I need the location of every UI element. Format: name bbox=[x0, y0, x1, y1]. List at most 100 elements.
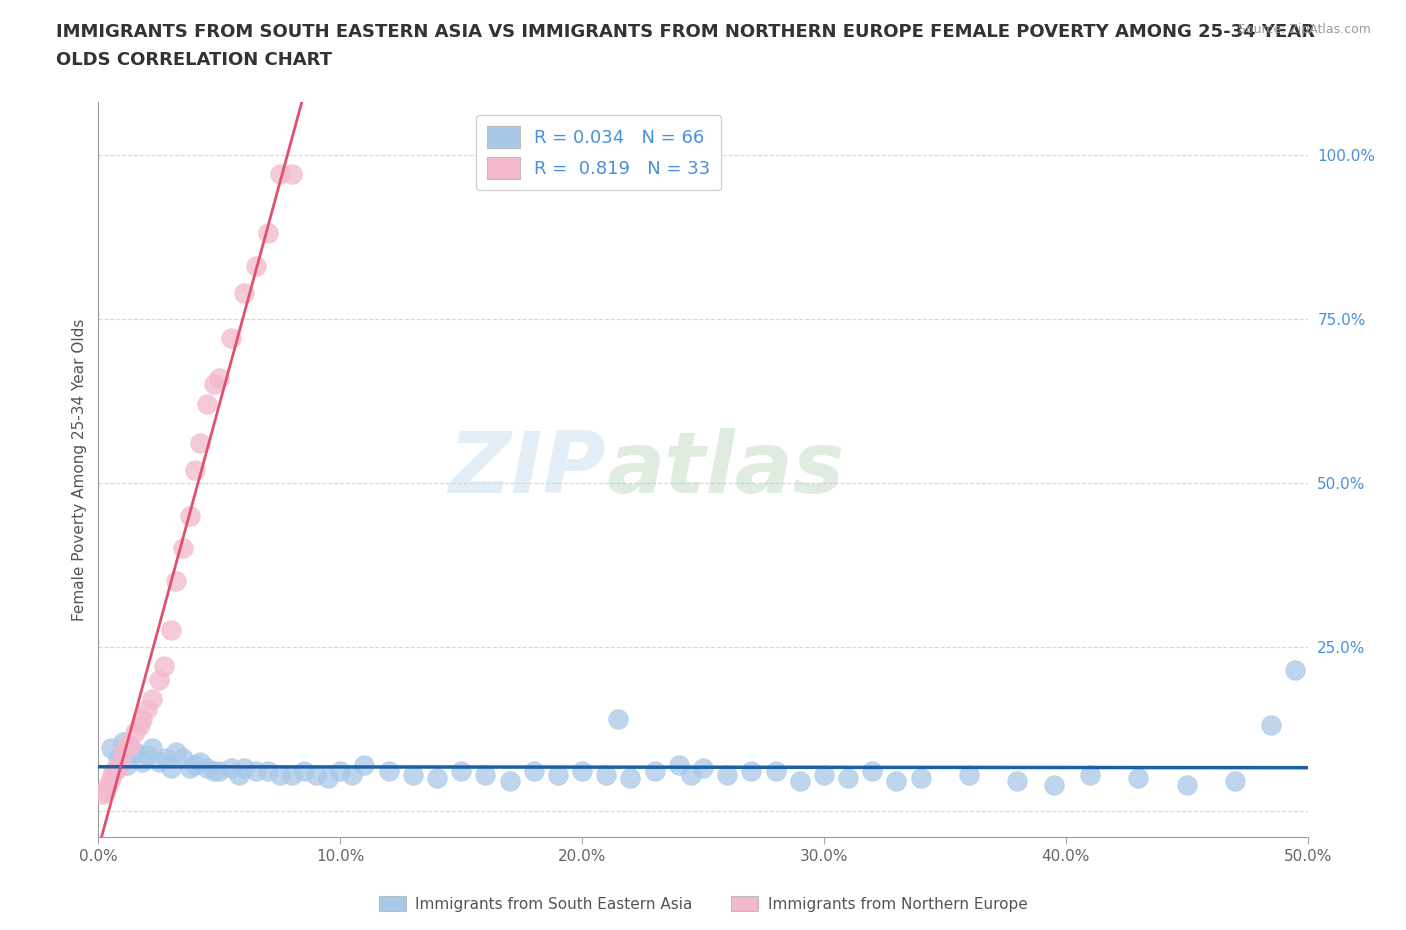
Text: Source: ZipAtlas.com: Source: ZipAtlas.com bbox=[1237, 23, 1371, 36]
Point bbox=[426, 771, 449, 786]
Point bbox=[101, 764, 124, 778]
Point bbox=[256, 764, 278, 778]
Point bbox=[111, 735, 134, 750]
Point bbox=[188, 754, 211, 769]
Point bbox=[377, 764, 399, 778]
Text: atlas: atlas bbox=[606, 428, 845, 512]
Point bbox=[269, 167, 291, 182]
Point bbox=[124, 724, 146, 739]
Point bbox=[498, 774, 520, 789]
Point bbox=[292, 764, 315, 778]
Point bbox=[100, 741, 122, 756]
Point bbox=[91, 787, 114, 802]
Point bbox=[619, 771, 641, 786]
Point bbox=[135, 701, 157, 716]
Legend: R = 0.034   N = 66, R =  0.819   N = 33: R = 0.034 N = 66, R = 0.819 N = 33 bbox=[477, 115, 721, 190]
Point bbox=[232, 761, 254, 776]
Y-axis label: Female Poverty Among 25-34 Year Olds: Female Poverty Among 25-34 Year Olds bbox=[72, 318, 87, 621]
Point bbox=[160, 623, 183, 638]
Point bbox=[245, 764, 267, 778]
Point bbox=[204, 377, 226, 392]
Point bbox=[281, 167, 304, 182]
Point bbox=[165, 574, 187, 589]
Point bbox=[474, 767, 496, 782]
Point bbox=[595, 767, 617, 782]
Point bbox=[124, 744, 146, 759]
Point bbox=[228, 767, 250, 782]
Point bbox=[188, 436, 211, 451]
Point bbox=[716, 767, 738, 782]
Point bbox=[148, 754, 170, 769]
Point bbox=[692, 761, 714, 776]
Point bbox=[571, 764, 593, 778]
Point bbox=[765, 764, 787, 778]
Point bbox=[195, 761, 218, 776]
Text: OLDS CORRELATION CHART: OLDS CORRELATION CHART bbox=[56, 51, 332, 69]
Point bbox=[148, 672, 170, 687]
Text: IMMIGRANTS FROM SOUTH EASTERN ASIA VS IMMIGRANTS FROM NORTHERN EUROPE FEMALE POV: IMMIGRANTS FROM SOUTH EASTERN ASIA VS IM… bbox=[56, 23, 1315, 41]
Point bbox=[450, 764, 472, 778]
Point bbox=[118, 737, 141, 752]
Point bbox=[329, 764, 352, 778]
Point bbox=[141, 692, 163, 707]
Point bbox=[204, 764, 226, 778]
Point bbox=[740, 764, 762, 778]
Point bbox=[1007, 774, 1029, 789]
Point bbox=[184, 462, 207, 477]
Point bbox=[1042, 777, 1064, 792]
Point bbox=[837, 771, 859, 786]
Point bbox=[179, 761, 201, 776]
Point bbox=[111, 744, 134, 759]
Text: ZIP: ZIP bbox=[449, 428, 606, 512]
Point bbox=[1175, 777, 1198, 792]
Point bbox=[679, 767, 702, 782]
Point bbox=[107, 751, 129, 765]
Point bbox=[107, 761, 129, 776]
Point bbox=[668, 757, 690, 772]
Point bbox=[94, 784, 117, 799]
Point bbox=[607, 711, 630, 726]
Point bbox=[184, 757, 207, 772]
Point bbox=[108, 757, 131, 772]
Point bbox=[789, 774, 811, 789]
Point bbox=[269, 767, 291, 782]
Legend: Immigrants from South Eastern Asia, Immigrants from Northern Europe: Immigrants from South Eastern Asia, Immi… bbox=[373, 889, 1033, 918]
Point bbox=[117, 757, 139, 772]
Point bbox=[160, 761, 183, 776]
Point bbox=[547, 767, 569, 782]
Point bbox=[1128, 771, 1150, 786]
Point bbox=[232, 286, 254, 300]
Point bbox=[221, 331, 243, 346]
Point bbox=[179, 508, 201, 523]
Point bbox=[316, 771, 339, 786]
Point bbox=[353, 757, 375, 772]
Point bbox=[1284, 662, 1306, 677]
Point bbox=[117, 737, 139, 752]
Point bbox=[245, 259, 267, 273]
Point bbox=[1078, 767, 1101, 782]
Point bbox=[100, 771, 122, 786]
Point bbox=[402, 767, 425, 782]
Point bbox=[165, 744, 187, 759]
Point bbox=[155, 751, 177, 765]
Point bbox=[860, 764, 883, 778]
Point bbox=[97, 777, 120, 792]
Point bbox=[221, 761, 243, 776]
Point bbox=[195, 396, 218, 411]
Point bbox=[208, 370, 231, 385]
Point bbox=[208, 764, 231, 778]
Point bbox=[1223, 774, 1246, 789]
Point bbox=[813, 767, 835, 782]
Point bbox=[131, 754, 153, 769]
Point bbox=[128, 718, 150, 733]
Point bbox=[910, 771, 932, 786]
Point bbox=[172, 541, 194, 556]
Point bbox=[135, 748, 157, 763]
Point bbox=[104, 764, 127, 778]
Point bbox=[644, 764, 666, 778]
Point bbox=[886, 774, 908, 789]
Point bbox=[957, 767, 980, 782]
Point bbox=[256, 226, 278, 241]
Point bbox=[172, 751, 194, 765]
Point bbox=[281, 767, 304, 782]
